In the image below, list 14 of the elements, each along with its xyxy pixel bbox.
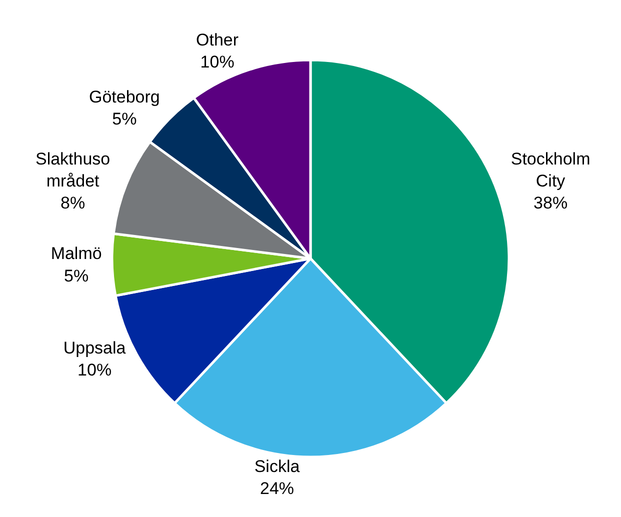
slice-label: Slakthuso mrådet (35, 150, 110, 191)
slice-label: Sickla (254, 457, 300, 476)
data-label: 10% (200, 52, 234, 72)
data-label: 8% (60, 194, 86, 213)
slice-label: Stockholm City (510, 150, 590, 191)
data-label: 5% (112, 109, 137, 128)
data-label: 24% (260, 479, 294, 498)
slice-label: Malmö (50, 244, 102, 264)
data-label: 38% (534, 194, 568, 213)
data-label: 10% (78, 360, 112, 380)
slice-label: Other (196, 30, 239, 50)
slice-label: Göteborg (88, 87, 160, 106)
data-label: 5% (64, 266, 89, 286)
slice-label: Uppsala (63, 338, 126, 358)
